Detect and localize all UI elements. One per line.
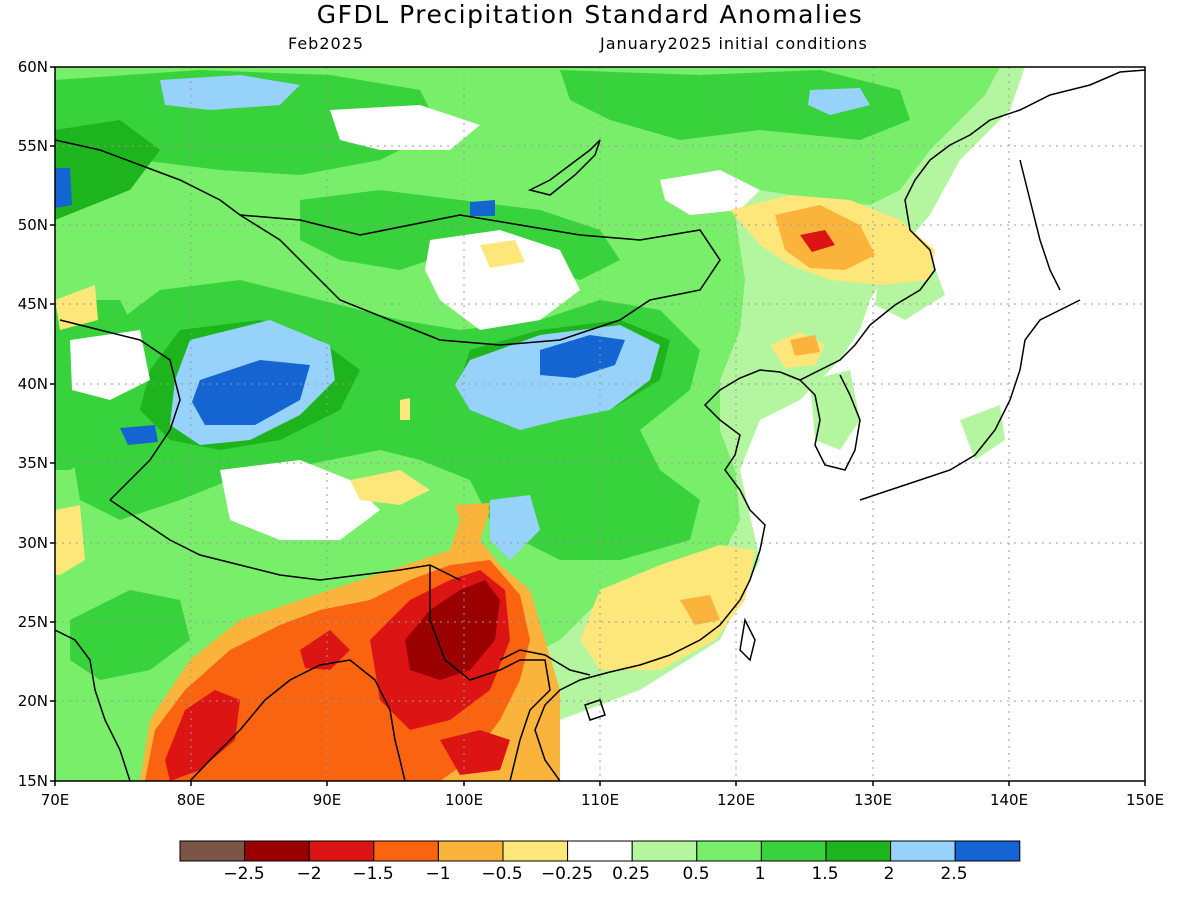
field-dark-green-south bbox=[70, 590, 190, 680]
field-dark-blue-2 bbox=[540, 335, 625, 378]
field-orange-yellow-korea bbox=[790, 335, 820, 356]
field-white-2 bbox=[220, 460, 380, 540]
lon-label-130e: 130E bbox=[853, 791, 893, 809]
coastline-east-asia bbox=[534, 69, 1145, 781]
initial-conditions: January2025 initial conditions bbox=[600, 34, 868, 53]
field-light-green-japan bbox=[960, 405, 1005, 460]
colorbar-label: 1 bbox=[754, 864, 766, 884]
colorbar-label: −1 bbox=[425, 864, 451, 884]
lon-label-140e: 140E bbox=[989, 791, 1029, 809]
coastline-sakhalin bbox=[1019, 159, 1061, 291]
colorbar-label: 2 bbox=[883, 864, 895, 884]
lon-label-70e: 70E bbox=[40, 791, 70, 809]
lat-label-50n: 50N bbox=[17, 216, 48, 234]
colorbar-swatch bbox=[244, 840, 310, 862]
colorbar bbox=[179, 840, 1021, 862]
border-russia-kazakhstan bbox=[55, 139, 241, 216]
lat-label-25n: 25N bbox=[17, 613, 48, 631]
coastline-baikal bbox=[527, 139, 601, 196]
field-white-4 bbox=[330, 105, 480, 150]
field-dark-blue-3 bbox=[120, 425, 158, 445]
lat-label-35n: 35N bbox=[17, 454, 48, 472]
coastline-india bbox=[55, 629, 131, 781]
graticule bbox=[55, 67, 1145, 781]
colorbar-swatch bbox=[890, 840, 956, 862]
border-central-asia bbox=[59, 319, 181, 501]
coastline-bay-of-bengal bbox=[189, 659, 406, 781]
lon-label-80e: 80E bbox=[176, 791, 206, 809]
anomaly-field bbox=[55, 67, 1145, 781]
colorbar-label: −2 bbox=[296, 864, 322, 884]
field-yellow-southeast bbox=[580, 545, 755, 670]
colorbar-label: 0.25 bbox=[612, 864, 650, 884]
field-yellow-west bbox=[55, 505, 85, 575]
colorbar-swatch bbox=[825, 840, 892, 862]
field-dark-blue-5 bbox=[55, 168, 72, 208]
coastlines-borders bbox=[55, 69, 1145, 781]
field-white-5 bbox=[660, 170, 760, 215]
field-yellow-small-2 bbox=[55, 285, 98, 330]
field-light-blue-3 bbox=[160, 75, 300, 110]
lat-label-45n: 45N bbox=[17, 295, 48, 313]
coastline-hainan bbox=[584, 699, 606, 721]
lon-label-90e: 90E bbox=[312, 791, 342, 809]
border-mongolia bbox=[239, 214, 721, 346]
field-light-blue-4 bbox=[808, 88, 870, 115]
colorbar-swatch bbox=[760, 840, 827, 862]
field-darkest-green-3 bbox=[55, 120, 160, 220]
colorbar-swatch bbox=[567, 840, 633, 862]
colorbar-label: 0.5 bbox=[682, 864, 710, 884]
field-yellow-small-1 bbox=[480, 240, 525, 268]
field-light-blue-5 bbox=[490, 495, 540, 560]
colorbar-swatch bbox=[373, 840, 439, 862]
colorbar-swatch bbox=[437, 840, 504, 862]
colorbar-swatch bbox=[631, 840, 698, 862]
colorbar-label: −0.5 bbox=[481, 864, 523, 884]
lat-label-15n: 15N bbox=[17, 772, 48, 790]
border-southeast-asia bbox=[429, 565, 551, 781]
field-yellow-small-3 bbox=[400, 398, 410, 420]
border-tibet-himalaya bbox=[109, 499, 461, 581]
field-yellow-tibet bbox=[350, 470, 430, 505]
field-orange-yellow-sichuan bbox=[455, 503, 490, 520]
field-red-thailand bbox=[440, 730, 510, 775]
colorbar-swatch bbox=[308, 840, 375, 862]
lon-label-150e: 150E bbox=[1125, 791, 1165, 809]
axis-ticks bbox=[50, 66, 1146, 786]
map-title: GFDL Precipitation Standard Anomalies bbox=[316, 0, 864, 29]
lat-label-55n: 55N bbox=[17, 137, 48, 155]
field-red-india bbox=[165, 690, 240, 781]
colorbar-swatch bbox=[502, 840, 569, 862]
lon-label-120e: 120E bbox=[716, 791, 756, 809]
lon-label-100e: 100E bbox=[444, 791, 484, 809]
colorbar-label: −1.5 bbox=[352, 864, 394, 884]
field-dark-green-north bbox=[560, 70, 910, 140]
field-red-bay bbox=[300, 630, 350, 670]
lat-label-20n: 20N bbox=[17, 692, 48, 710]
coastline-taiwan bbox=[739, 617, 756, 662]
field-orange-yellow-southeast bbox=[680, 595, 720, 625]
colorbar-swatch bbox=[696, 840, 762, 862]
lat-label-30n: 30N bbox=[17, 534, 48, 552]
field-red-manchuria bbox=[800, 230, 835, 252]
field-dark-red-myanmar bbox=[405, 580, 500, 680]
colorbar-label: −0.25 bbox=[540, 864, 594, 884]
colorbar-swatch bbox=[954, 840, 1021, 862]
border-china-vietnam bbox=[499, 649, 591, 676]
lon-label-110e: 110E bbox=[580, 791, 620, 809]
colorbar-label: −2.5 bbox=[223, 864, 265, 884]
coastline-korea bbox=[799, 374, 861, 471]
colorbar-swatch bbox=[179, 840, 246, 862]
colorbar-label: 1.5 bbox=[811, 864, 839, 884]
field-dark-blue-4 bbox=[470, 200, 495, 216]
field-white-3 bbox=[70, 330, 150, 400]
forecast-month: Feb2025 bbox=[288, 34, 365, 53]
lat-label-60n: 60N bbox=[17, 58, 48, 76]
coastline-japan bbox=[859, 299, 1081, 501]
colorbar-label: 2.5 bbox=[940, 864, 968, 884]
field-dark-blue-1 bbox=[192, 360, 310, 425]
lat-label-40n: 40N bbox=[17, 375, 48, 393]
